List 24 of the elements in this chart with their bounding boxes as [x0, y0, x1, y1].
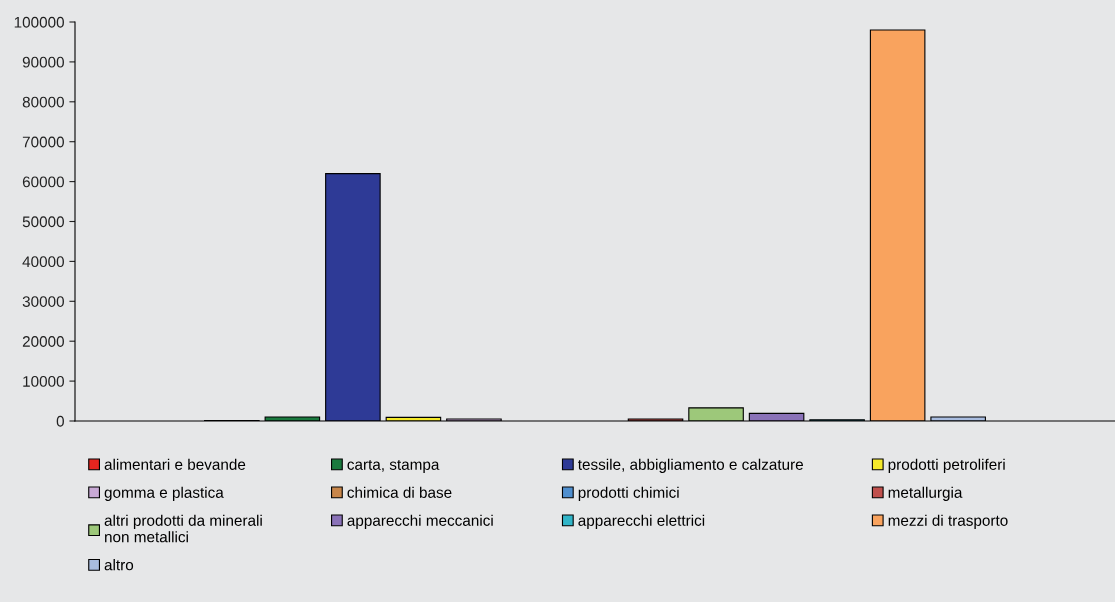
y-tick-label: 30000: [22, 296, 64, 307]
legend-label: apparecchi elettrici: [578, 514, 705, 529]
legend-label: carta, stampa: [347, 459, 440, 473]
legend-label: chimica di base: [347, 486, 452, 498]
y-tick-label: 70000: [22, 136, 64, 148]
y-tick-label: 100000: [14, 16, 64, 28]
y-tick-label: 90000: [22, 56, 64, 68]
legend-label: apparecchi meccanici: [347, 514, 493, 529]
y-tick-label: 20000: [22, 336, 64, 347]
y-tick-label: 50000: [22, 216, 64, 228]
y-tick-label: 0: [56, 415, 64, 427]
legend-label: metallurgia: [888, 486, 963, 501]
y-tick-label: 10000: [23, 375, 64, 387]
legend-label: prodotti petroliferi: [888, 458, 1005, 473]
legend-label: alimentari e bevande: [104, 458, 246, 470]
y-tick-label: 80000: [22, 96, 64, 108]
legend-label: tessile, abbigliamento e calzature: [577, 458, 803, 473]
legend-label: gomma e plastica: [104, 486, 224, 501]
y-tick-label: 60000: [22, 176, 64, 188]
legend-label: altro: [104, 559, 134, 571]
legend-label: altri prodotti da minerali non metallici: [104, 514, 262, 543]
legend-label: prodotti chimici: [578, 486, 679, 501]
y-tick-label: 40000: [22, 256, 64, 268]
legend-label: mezzi di trasporto: [888, 514, 1008, 529]
